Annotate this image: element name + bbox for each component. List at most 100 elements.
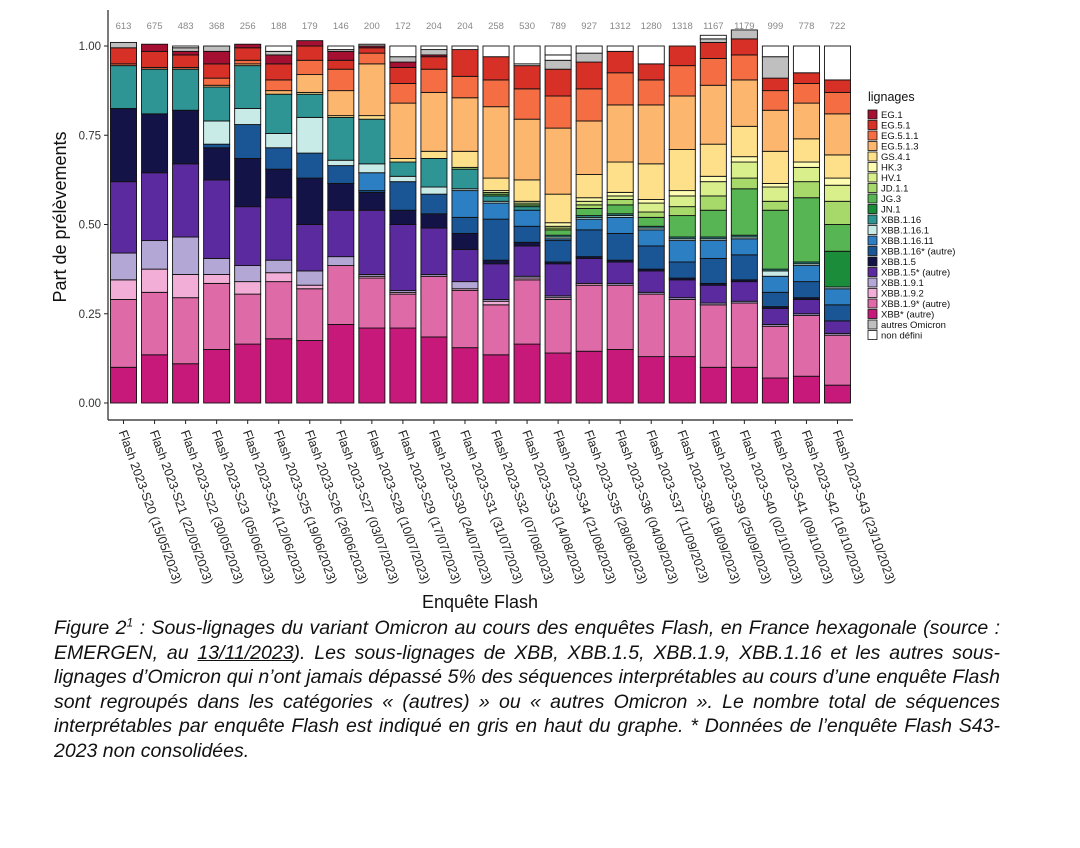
legend-entry: XBB.1.16.11 bbox=[881, 236, 934, 247]
bar-segment bbox=[110, 299, 138, 368]
bar-segment bbox=[513, 206, 541, 211]
bar-segment bbox=[265, 147, 293, 170]
bar-segment bbox=[823, 177, 851, 186]
bar-segment bbox=[792, 181, 820, 199]
bar-segment bbox=[172, 47, 200, 52]
plot-area bbox=[107, 10, 853, 421]
total-count-label: 613 bbox=[116, 21, 132, 32]
bar-segment bbox=[544, 299, 572, 354]
bar-segment bbox=[792, 161, 820, 168]
bar-segment bbox=[265, 90, 293, 95]
bar-segment bbox=[296, 74, 324, 93]
legend-swatch bbox=[867, 330, 878, 340]
legend-swatch bbox=[867, 214, 878, 225]
bar-segment bbox=[203, 349, 231, 404]
total-count-label: 483 bbox=[178, 21, 194, 32]
legend-swatch bbox=[867, 225, 878, 235]
bar-segment bbox=[203, 257, 231, 275]
bar-segment bbox=[575, 218, 603, 231]
bar-segment bbox=[606, 349, 634, 404]
legend-entry: XBB* (autre) bbox=[881, 310, 934, 321]
total-count-label: 204 bbox=[426, 21, 442, 32]
bar-segment bbox=[110, 181, 138, 254]
bar-segment bbox=[296, 270, 324, 286]
bar-segment bbox=[234, 43, 262, 49]
bar-segment bbox=[699, 175, 727, 183]
bar-segment bbox=[575, 207, 603, 217]
x-axis: Flash 2023-S20 (15/05/2023)Flash 2023-S2… bbox=[116, 420, 898, 586]
total-count-label: 204 bbox=[457, 21, 473, 32]
bar-segment bbox=[823, 184, 851, 202]
bar-segment bbox=[730, 29, 758, 40]
bar-segment bbox=[451, 150, 479, 168]
y-axis: 0.00 0.25 0.50 0.75 1.00 bbox=[79, 41, 108, 410]
legend-entry: EG.5.1.3 bbox=[881, 142, 919, 153]
bar-segment bbox=[172, 163, 200, 238]
bar-segment bbox=[761, 109, 789, 152]
bar-segment bbox=[792, 299, 820, 315]
legend-swatch bbox=[867, 183, 878, 193]
legend-entry: XBB.1.16* (autre) bbox=[881, 247, 955, 258]
bar-segment bbox=[234, 265, 262, 283]
bar-segment bbox=[327, 159, 355, 167]
total-counts: 613 675 483 368 256 188 179 146 200 172 204 204 258 5… bbox=[116, 21, 846, 32]
bar-segment bbox=[761, 186, 789, 202]
bar-segment bbox=[637, 163, 665, 200]
bar-segment bbox=[203, 45, 231, 52]
bar-segment bbox=[730, 302, 758, 368]
bar-segment bbox=[296, 288, 324, 341]
bar-segment bbox=[761, 45, 789, 58]
caption-text-2: ). Les sous-lignages de XBB, XBB.1.5, XB… bbox=[54, 641, 1000, 762]
bar-segment bbox=[606, 195, 634, 200]
bar-segment bbox=[141, 113, 169, 174]
bar-segment bbox=[234, 281, 262, 295]
bar-segment bbox=[420, 193, 448, 215]
bar-segment bbox=[420, 227, 448, 275]
legend-entry: EG.5.1 bbox=[881, 121, 911, 132]
bar-segment bbox=[265, 281, 293, 340]
bar-segment bbox=[606, 216, 634, 234]
bar-segment bbox=[637, 356, 665, 404]
bar-segment bbox=[203, 179, 231, 259]
bar-segment bbox=[265, 272, 293, 283]
bar-segment bbox=[699, 41, 727, 59]
bar-segment bbox=[420, 275, 448, 338]
bar-segment bbox=[482, 106, 510, 179]
legend-swatch bbox=[867, 162, 878, 172]
bar-segment bbox=[451, 190, 479, 218]
bar-segment bbox=[606, 199, 634, 206]
bar-segment bbox=[296, 224, 324, 272]
bar-segment bbox=[730, 54, 758, 81]
bar-segment bbox=[699, 257, 727, 284]
bar-segment bbox=[699, 143, 727, 177]
bar-segment bbox=[606, 191, 634, 197]
bar-segment bbox=[482, 202, 510, 220]
bar-segment bbox=[544, 54, 572, 61]
bar-segment bbox=[513, 209, 541, 227]
bar-segment bbox=[668, 45, 696, 67]
bar-segment bbox=[606, 204, 634, 215]
bar-segment bbox=[172, 45, 200, 49]
bar-segment bbox=[575, 120, 603, 175]
legend-swatch bbox=[867, 130, 878, 141]
legend-entry: XBB.1.9* (autre) bbox=[881, 299, 950, 310]
y-tick-label: 0.25 bbox=[79, 309, 101, 321]
legend-swatch bbox=[867, 235, 878, 246]
bar-segment bbox=[420, 68, 448, 93]
bar-segment bbox=[699, 84, 727, 145]
bar-segment bbox=[792, 102, 820, 140]
bar-segment bbox=[172, 50, 200, 56]
bar-segment bbox=[358, 209, 386, 275]
bar-segment bbox=[761, 270, 789, 277]
bar-segment bbox=[637, 211, 665, 218]
bar-segment bbox=[761, 77, 789, 92]
total-count-label: 675 bbox=[147, 21, 163, 32]
bar-segment bbox=[203, 147, 231, 181]
bar-segment bbox=[482, 79, 510, 108]
bar-segment bbox=[265, 133, 293, 149]
total-count-label: 1167 bbox=[703, 21, 723, 32]
bar-segment bbox=[668, 149, 696, 192]
bar-segment bbox=[327, 265, 355, 325]
bar-segment bbox=[544, 229, 572, 236]
bar-segment bbox=[389, 224, 417, 291]
